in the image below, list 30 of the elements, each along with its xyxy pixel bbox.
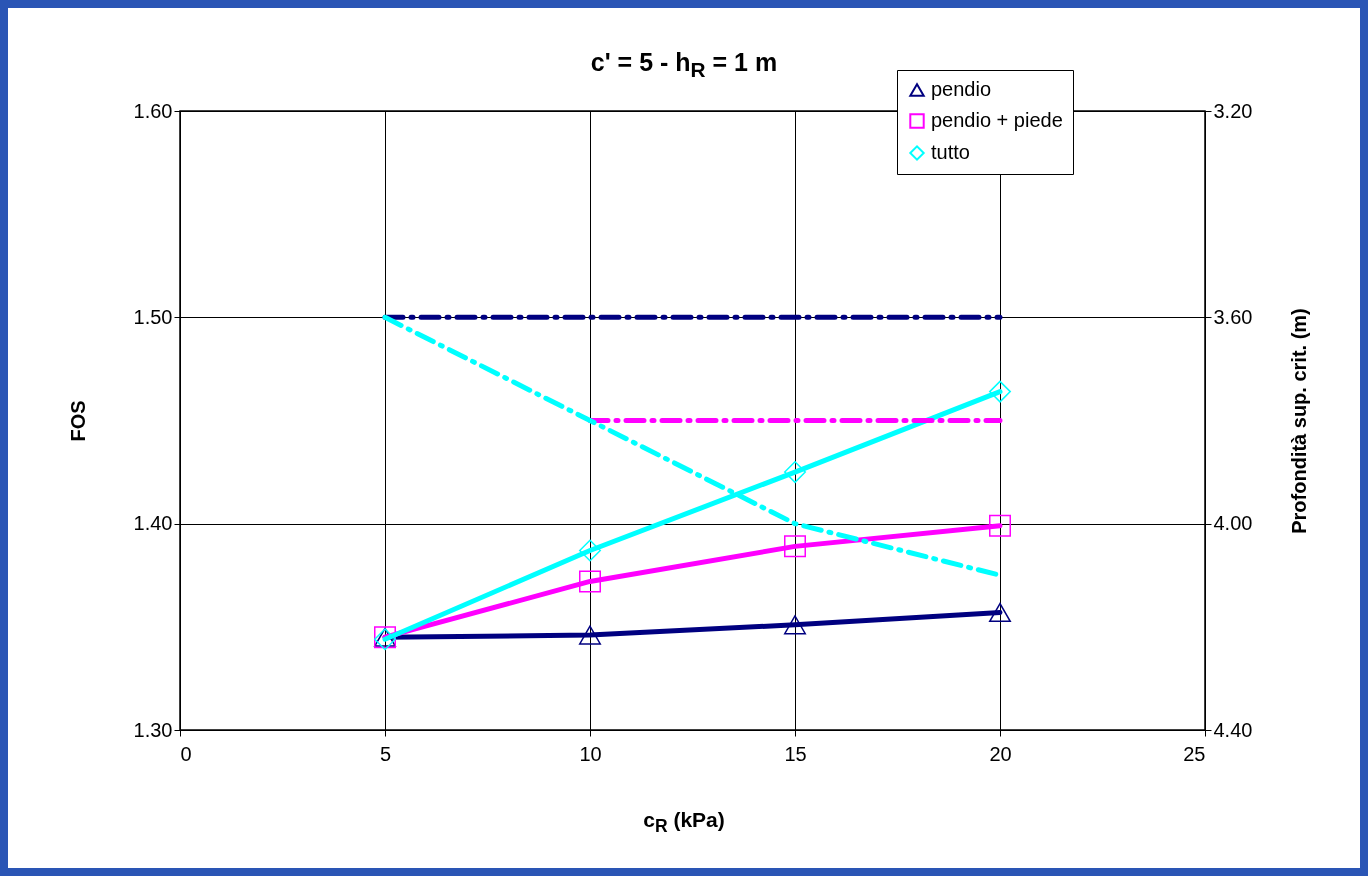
point — [579, 539, 601, 562]
x-tick-label: 0 — [180, 742, 192, 765]
point — [784, 615, 806, 635]
y2-tick-label: 3.60 — [1213, 305, 1253, 328]
point — [989, 602, 1011, 623]
point — [784, 461, 806, 484]
y2-tick-label: 3.20 — [1213, 99, 1253, 122]
x-tick-label: 5 — [379, 742, 392, 765]
y2-tick-label: 4.00 — [1213, 512, 1253, 535]
point — [989, 380, 1011, 403]
y2-axis-title: Profondità sup. crit. (m) — [1288, 308, 1311, 534]
x-tick-label: 15 — [784, 742, 807, 765]
y-tick-label: 1.40 — [133, 512, 173, 535]
legend-label: pendio — [931, 78, 992, 100]
y-tick-label: 1.50 — [133, 305, 173, 328]
x-tick-label: 25 — [1183, 742, 1206, 765]
point — [579, 625, 601, 645]
y2-tick-label: 4.40 — [1213, 718, 1253, 741]
chart-title: c' = 5 - h$_{R}$ = 1 m — [590, 48, 778, 81]
point — [579, 570, 601, 593]
y-tick-label: 1.30 — [133, 718, 173, 741]
point — [784, 535, 806, 558]
x-tick-label: 10 — [579, 742, 602, 765]
y-axis-title: FOS — [66, 400, 89, 442]
legend-label: tutto — [931, 141, 970, 163]
legend-label: pendio + piede — [931, 109, 1063, 131]
point — [989, 514, 1011, 537]
y-tick-label: 1.60 — [133, 99, 173, 122]
x-axis-title: c$_{R}$ (kPa) — [642, 808, 726, 838]
x-tick-label: 20 — [989, 742, 1012, 765]
